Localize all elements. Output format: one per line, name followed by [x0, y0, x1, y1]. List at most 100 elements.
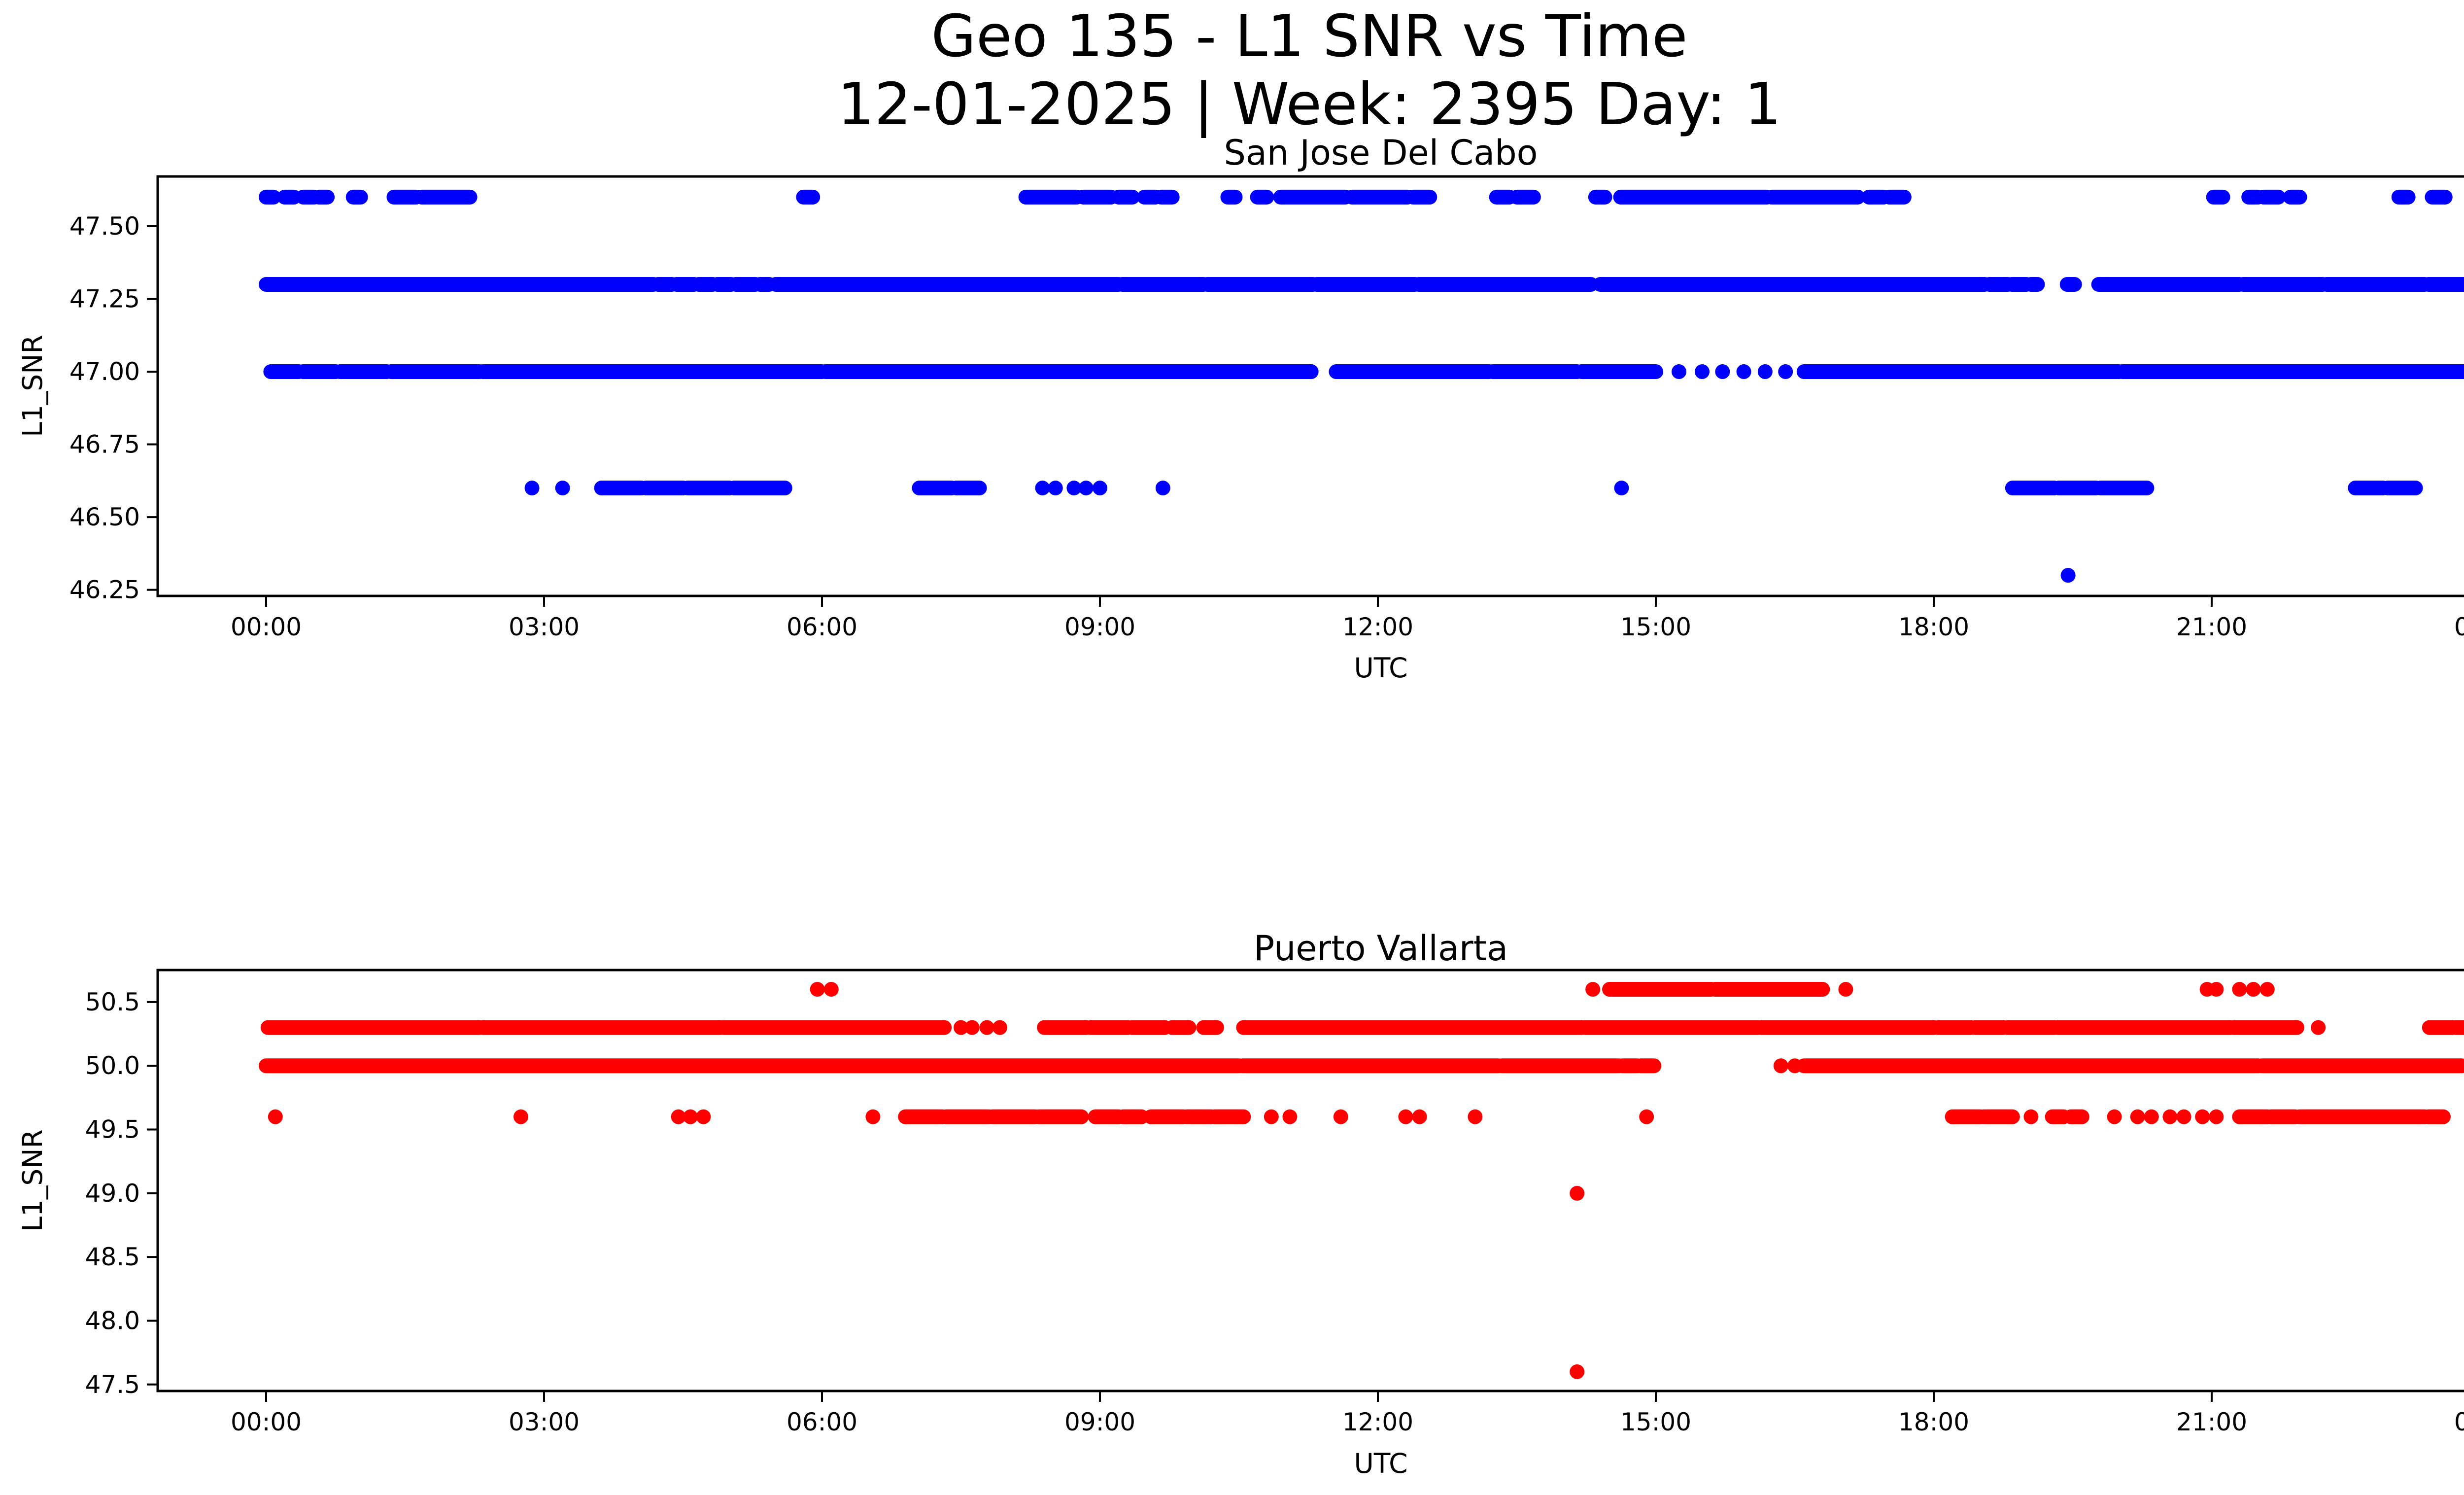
scatter-dot: [2209, 1109, 2224, 1124]
scatter-dot: [2209, 982, 2224, 997]
scatter-dot: [2311, 1020, 2326, 1035]
scatter-run: [259, 1058, 1246, 1074]
scatter-run: [1344, 189, 1415, 205]
scatter-run: [1708, 982, 1830, 997]
scatter-dot: [954, 1020, 968, 1035]
scatter-dot: [1614, 481, 1629, 496]
bottom-plot-area: 00:00 03:00 06:00 09:00 12:00 15:00 18:00 21:00…: [85, 969, 2464, 1436]
figure-title-line1: Geo 135 - L1 SNR vs Time: [931, 2, 1687, 70]
scatter-dot: [1066, 481, 1082, 496]
scatter-run: [1125, 1020, 1172, 1035]
scatter-dot: [992, 1020, 1007, 1035]
scatter-dot: [268, 1109, 283, 1124]
scatter-dot: [671, 1109, 686, 1124]
scatter-run: [1754, 1020, 1941, 1035]
scatter-run: [1633, 1058, 1662, 1074]
scatter-dot: [2130, 1109, 2145, 1124]
scatter-run: [2421, 1109, 2451, 1124]
scatter-run: [2425, 189, 2453, 205]
scatter-dot: [1398, 1109, 1413, 1124]
x-tick-label: 18:00: [1898, 1408, 1969, 1436]
scatter-run: [949, 481, 987, 496]
scatter-run: [2235, 277, 2330, 292]
scatter-dot: [1093, 481, 1107, 496]
scatter-dot: [1639, 1109, 1654, 1124]
y-tick-label: 47.00: [69, 357, 140, 386]
scatter-run: [1578, 1020, 1765, 1035]
x-tick-label: 09:00: [1064, 1408, 1135, 1436]
y-tick-label: 49.0: [85, 1179, 140, 1208]
scatter-run: [311, 189, 335, 205]
snr-band-49.6: [268, 1109, 2451, 1124]
scatter-run: [1164, 1020, 1197, 1035]
x-tick-label: 18:00: [1898, 613, 1969, 641]
scatter-dot: [513, 1109, 528, 1124]
scatter-run: [383, 364, 487, 379]
scatter-run: [2115, 364, 2464, 379]
scatter-run: [1509, 189, 1541, 205]
scatter-run: [333, 364, 394, 379]
snr-band-46.6: [524, 481, 2423, 496]
y-axis-ticks: 47.50 47.25 47.00 46.75 46.50 46.25: [69, 212, 158, 604]
scatter-run: [912, 481, 959, 496]
x-axis-ticks: 00:00 03:00 06:00 09:00 12:00 15:00 18:00 21:00…: [231, 1391, 2464, 1436]
scatter-dot: [1078, 481, 1094, 496]
y-tick-label: 48.5: [85, 1243, 140, 1271]
scatter-run: [277, 189, 302, 205]
scatter-run: [2421, 277, 2464, 292]
scatter-dot: [1264, 1109, 1279, 1124]
scatter-run: [1485, 364, 1585, 379]
scatter-dot: [1570, 1185, 1585, 1201]
scatter-run: [259, 277, 661, 292]
scatter-run: [1031, 1109, 1089, 1124]
scatter-dot: [1468, 1109, 1483, 1124]
x-tick-label: 15:00: [1620, 613, 1691, 641]
x-tick-label: 09:00: [1064, 613, 1135, 641]
scatter-dot: [1736, 364, 1751, 379]
scatter-run: [2000, 1020, 2062, 1035]
scatter-run: [1574, 364, 1663, 379]
scatter-run: [2005, 481, 2062, 496]
scatter-run: [1235, 1058, 1506, 1074]
scatter-run: [1111, 189, 1140, 205]
scatter-run: [1764, 189, 1865, 205]
snr-band-46.3: [2060, 568, 2076, 583]
scatter-dot: [979, 1020, 994, 1035]
scatter-run: [2263, 1109, 2303, 1124]
scatter-run: [2051, 481, 2103, 496]
scatter-run: [1196, 1020, 1224, 1035]
x-tick-label: 00:00: [2454, 1408, 2464, 1436]
scatter-run: [796, 189, 821, 205]
scatter-run: [2232, 1109, 2275, 1124]
scatter-dot: [823, 982, 839, 997]
plot-frame: [156, 175, 2464, 597]
scatter-run: [263, 364, 306, 379]
x-tick-label: 06:00: [787, 1408, 857, 1436]
scatter-run: [638, 481, 690, 496]
scatter-dot: [2176, 1109, 2191, 1124]
x-axis-ticks: 00:00 03:00 06:00 09:00 12:00 15:00 18:00 21:00…: [231, 596, 2464, 641]
scatter-run: [296, 364, 343, 379]
snr-band-47.3: [259, 277, 2464, 292]
scatter-run: [414, 189, 478, 205]
y-tick-label: 50.0: [85, 1051, 140, 1080]
x-tick-label: 03:00: [509, 1408, 580, 1436]
figure-title-line2: 12-01-2025 | Week: 2395 Day: 1: [837, 70, 1781, 138]
snr-band-50.6: [810, 982, 2275, 997]
scatter-run: [1116, 1109, 1149, 1124]
x-tick-label: 12:00: [1342, 1408, 1413, 1436]
scatter-run: [2023, 277, 2045, 292]
scatter-dot: [2195, 1109, 2210, 1124]
scatter-run: [594, 481, 649, 496]
scatter-dot: [1155, 481, 1170, 496]
scatter-run: [716, 1020, 952, 1035]
scatter-dot: [964, 1020, 980, 1035]
scatter-dot: [865, 1109, 881, 1124]
y-tick-label: 47.50: [69, 212, 140, 241]
plot-frame: [156, 969, 2464, 1392]
snr-band-47: [263, 364, 2464, 379]
scatter-run: [1976, 1109, 2020, 1124]
scatter-dot: [1715, 364, 1730, 379]
scatter-run: [2254, 1058, 2464, 1074]
scatter-dot: [1570, 1364, 1585, 1379]
